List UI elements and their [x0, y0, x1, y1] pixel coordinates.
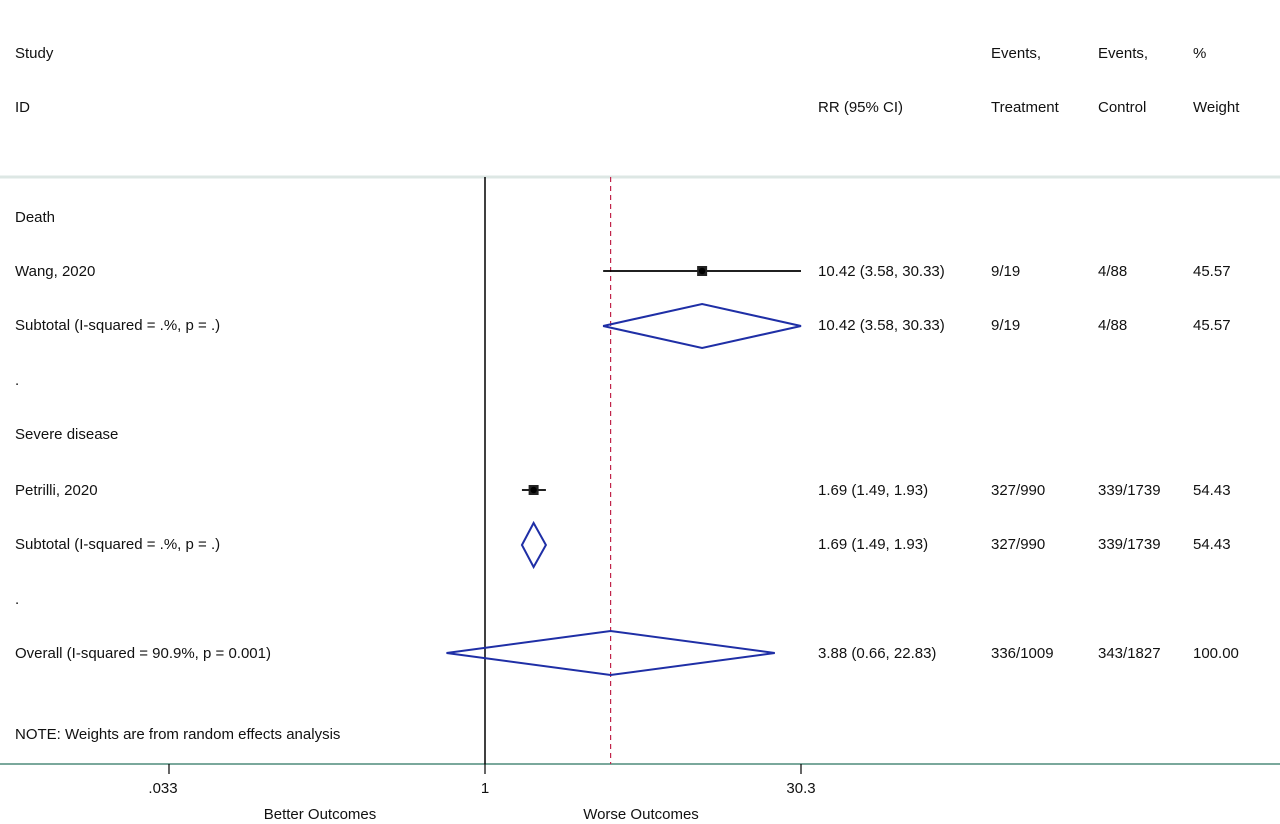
control-events-overall: 343/1827 [1098, 645, 1161, 662]
subtotal-diamond [520, 520, 548, 570]
overall-diamond [446, 629, 775, 677]
ci-text-overall: 3.88 (0.66, 22.83) [818, 645, 937, 662]
header-events-control: Events, [1098, 45, 1149, 62]
header-id: ID [15, 99, 30, 116]
header-weight: Weight [1193, 99, 1240, 116]
weights-note: NOTE: Weights are from random effects an… [15, 726, 341, 743]
weight-petrilli: 54.43 [1193, 482, 1231, 499]
ci-text-wang: 10.42 (3.58, 30.33) [818, 263, 945, 280]
treatment-events-overall: 336/1009 [991, 645, 1054, 662]
group-label-severe: Severe disease [15, 426, 119, 443]
study-label-petrilli: Petrilli, 2020 [15, 482, 98, 499]
subtotal-label-severe: Subtotal (I-squared = .%, p = .) [15, 536, 221, 553]
treatment-events-subtotal-severe: 327/990 [991, 536, 1046, 553]
ci-text-petrilli: 1.69 (1.49, 1.93) [818, 482, 929, 499]
x-tick-label: 30.3 [786, 780, 816, 797]
control-events-subtotal-severe: 339/1739 [1098, 536, 1161, 553]
weight-overall: 100.00 [1193, 645, 1239, 662]
x-tick-label: 1 [480, 780, 490, 797]
axis-ticks [168, 764, 802, 774]
header-weight-percent: % [1193, 45, 1207, 62]
treatment-events-subtotal-death: 9/19 [991, 317, 1021, 334]
control-events-wang: 4/88 [1098, 263, 1128, 280]
worse-outcomes-label: Worse Outcomes [583, 806, 699, 823]
x-tick-label: .033 [148, 780, 178, 797]
weight-wang: 45.57 [1193, 263, 1231, 280]
header-events-treatment: Events, [991, 45, 1042, 62]
better-outcomes-label: Better Outcomes [263, 806, 377, 823]
point-estimate [530, 486, 537, 494]
control-events-petrilli: 339/1739 [1098, 482, 1161, 499]
ci-text-subtotal-severe: 1.69 (1.49, 1.93) [818, 536, 929, 553]
chart-marks [446, 266, 802, 677]
group-label-death: Death [15, 209, 56, 226]
treatment-events-petrilli: 327/990 [991, 482, 1046, 499]
weight-subtotal-severe: 54.43 [1193, 536, 1231, 553]
header-treatment: Treatment [991, 99, 1059, 116]
weight-subtotal-death: 45.57 [1193, 317, 1231, 334]
control-events-subtotal-death: 4/88 [1098, 317, 1128, 334]
header-study: Study [15, 45, 54, 62]
study-label-wang: Wang, 2020 [15, 263, 96, 280]
separator-dot: . [15, 372, 20, 389]
header-rr: RR (95% CI) [818, 99, 904, 116]
subtotal-label-death: Subtotal (I-squared = .%, p = .) [15, 317, 221, 334]
header-control: Control [1098, 99, 1147, 116]
overall-label: Overall (I-squared = 90.9%, p = 0.001) [15, 645, 271, 662]
ci-text-subtotal-death: 10.42 (3.58, 30.33) [818, 317, 945, 334]
separator-dot: . [15, 591, 20, 608]
point-estimate [698, 267, 706, 275]
subtotal-diamond [602, 302, 802, 350]
treatment-events-wang: 9/19 [991, 263, 1021, 280]
